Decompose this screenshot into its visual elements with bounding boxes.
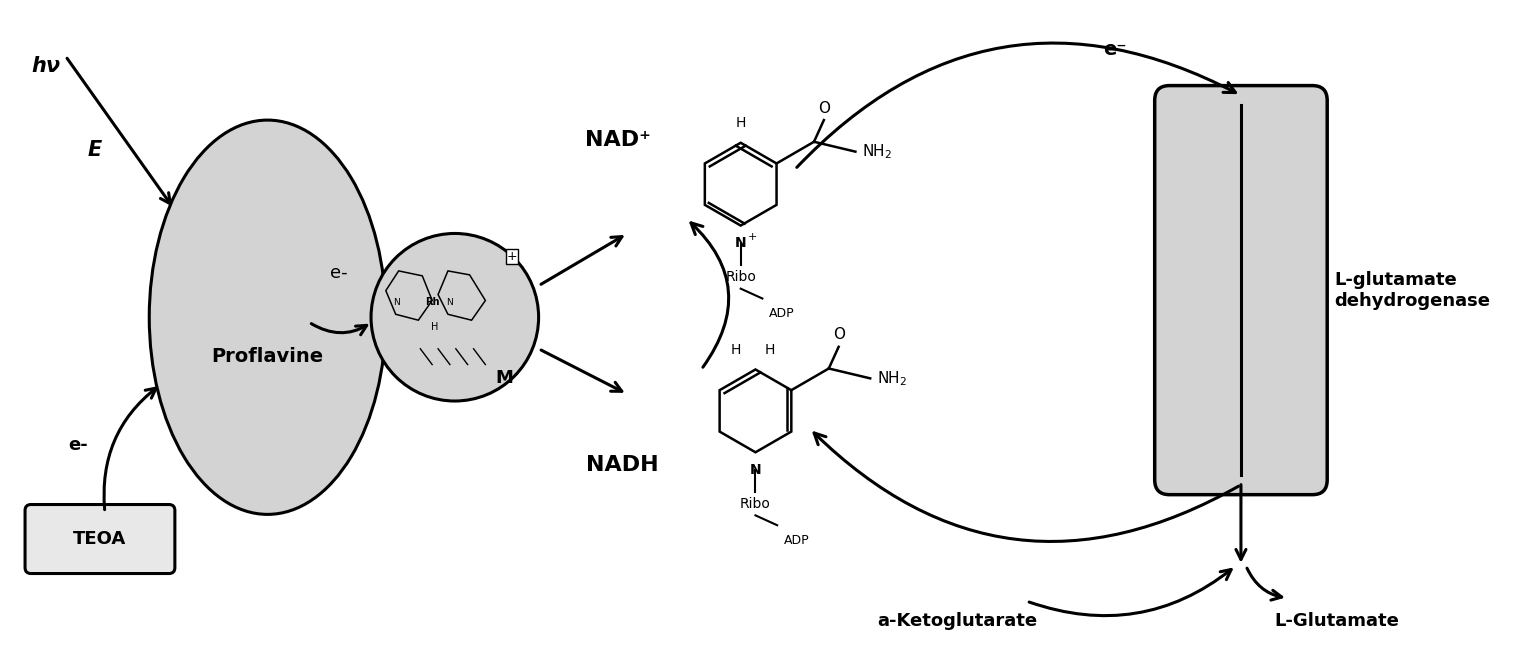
- Text: e⁻: e⁻: [1104, 39, 1127, 59]
- Text: TEOA: TEOA: [73, 530, 127, 548]
- Text: L-glutamate
dehydrogenase: L-glutamate dehydrogenase: [1334, 271, 1490, 309]
- Text: M: M: [496, 370, 512, 388]
- Text: N: N: [393, 298, 400, 307]
- Text: e-: e-: [69, 436, 88, 454]
- Text: N: N: [735, 236, 747, 250]
- Text: L-Glutamate: L-Glutamate: [1275, 612, 1400, 630]
- Text: O: O: [817, 101, 830, 116]
- Ellipse shape: [149, 120, 386, 514]
- Text: Proflavine: Proflavine: [212, 347, 323, 366]
- Text: +: +: [506, 250, 517, 263]
- Circle shape: [371, 233, 538, 401]
- Text: N: N: [750, 463, 761, 477]
- Text: NH$_2$: NH$_2$: [877, 369, 907, 388]
- FancyBboxPatch shape: [1154, 85, 1327, 495]
- Text: H: H: [730, 343, 741, 357]
- Text: hν: hν: [30, 56, 61, 76]
- Text: NAD⁺: NAD⁺: [584, 130, 650, 150]
- FancyBboxPatch shape: [24, 504, 175, 574]
- Text: Rh: Rh: [425, 297, 439, 307]
- Text: e-: e-: [329, 264, 348, 282]
- Text: Ribo: Ribo: [726, 270, 756, 284]
- Text: H: H: [766, 343, 775, 357]
- Text: N: N: [447, 298, 453, 307]
- Text: NH$_2$: NH$_2$: [862, 142, 892, 161]
- Text: ADP: ADP: [769, 307, 795, 319]
- Text: +: +: [747, 232, 758, 242]
- Text: ADP: ADP: [784, 534, 810, 546]
- Text: O: O: [833, 327, 845, 342]
- Text: H: H: [432, 322, 439, 332]
- Text: NADH: NADH: [586, 455, 659, 475]
- Text: Ribo: Ribo: [740, 496, 772, 510]
- Text: E: E: [88, 139, 102, 159]
- Text: a-Ketoglutarate: a-Ketoglutarate: [877, 612, 1037, 630]
- Text: H: H: [735, 116, 746, 130]
